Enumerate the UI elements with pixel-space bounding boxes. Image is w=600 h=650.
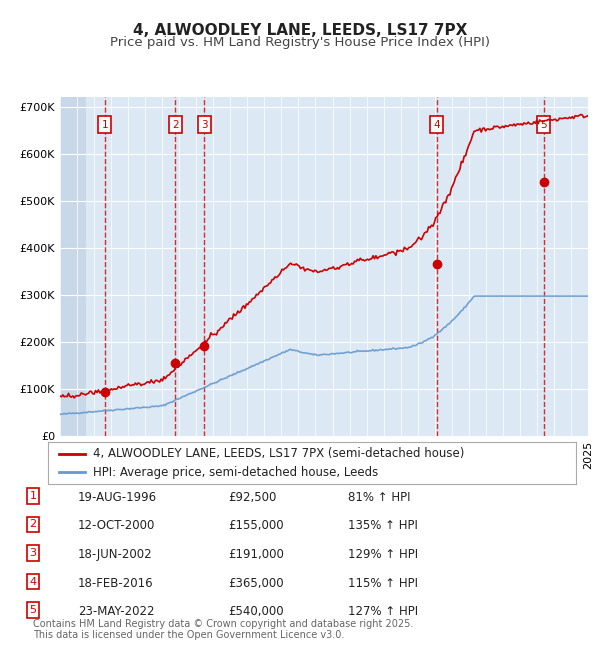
Text: 4, ALWOODLEY LANE, LEEDS, LS17 7PX (semi-detached house): 4, ALWOODLEY LANE, LEEDS, LS17 7PX (semi… (93, 447, 464, 460)
Text: Contains HM Land Registry data © Crown copyright and database right 2025.
This d: Contains HM Land Registry data © Crown c… (33, 619, 413, 640)
Text: 81% ↑ HPI: 81% ↑ HPI (348, 491, 410, 504)
Text: £155,000: £155,000 (228, 519, 284, 532)
Text: 23-MAY-2022: 23-MAY-2022 (78, 605, 155, 618)
Text: 2: 2 (29, 519, 37, 529)
Text: 115% ↑ HPI: 115% ↑ HPI (348, 577, 418, 590)
Text: £365,000: £365,000 (228, 577, 284, 590)
Text: 3: 3 (201, 120, 208, 129)
Text: 4: 4 (433, 120, 440, 129)
Text: £540,000: £540,000 (228, 605, 284, 618)
Text: 2: 2 (172, 120, 179, 129)
Text: 1: 1 (101, 120, 108, 129)
Text: 19-AUG-1996: 19-AUG-1996 (78, 491, 157, 504)
Text: HPI: Average price, semi-detached house, Leeds: HPI: Average price, semi-detached house,… (93, 466, 378, 479)
Text: 4: 4 (29, 577, 37, 586)
Text: 4, ALWOODLEY LANE, LEEDS, LS17 7PX: 4, ALWOODLEY LANE, LEEDS, LS17 7PX (133, 23, 467, 38)
Bar (60, 98, 86, 436)
Text: 135% ↑ HPI: 135% ↑ HPI (348, 519, 418, 532)
Text: 1: 1 (29, 491, 37, 500)
Text: 12-OCT-2000: 12-OCT-2000 (78, 519, 155, 532)
Text: Price paid vs. HM Land Registry's House Price Index (HPI): Price paid vs. HM Land Registry's House … (110, 36, 490, 49)
Text: 127% ↑ HPI: 127% ↑ HPI (348, 605, 418, 618)
Text: 5: 5 (29, 605, 37, 615)
Text: 3: 3 (29, 548, 37, 558)
Text: £92,500: £92,500 (228, 491, 277, 504)
Text: 129% ↑ HPI: 129% ↑ HPI (348, 548, 418, 561)
Text: 18-JUN-2002: 18-JUN-2002 (78, 548, 152, 561)
Text: 5: 5 (540, 120, 547, 129)
Text: £191,000: £191,000 (228, 548, 284, 561)
Text: 18-FEB-2016: 18-FEB-2016 (78, 577, 154, 590)
